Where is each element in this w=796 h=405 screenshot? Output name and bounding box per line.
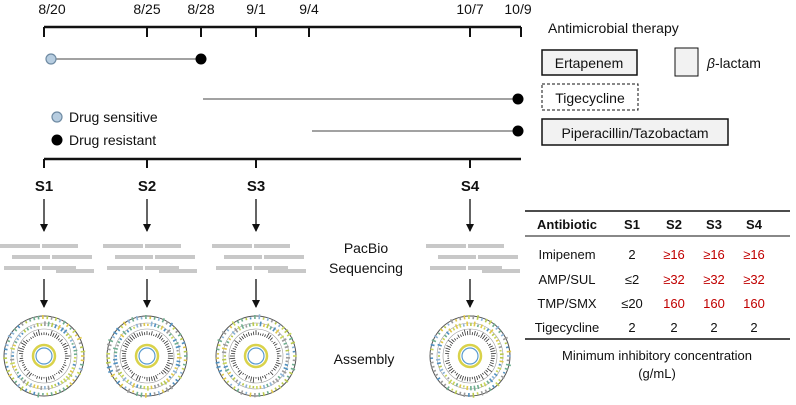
resistant-marker [512, 125, 524, 137]
sequencing-read [155, 255, 195, 259]
sequencing-label: PacBio [344, 240, 389, 256]
sequencing-read [107, 266, 143, 270]
piperacillin-box [541, 118, 729, 146]
table-cell: 2 [628, 320, 635, 335]
table-cell-antibiotic: TMP/SMX [537, 296, 597, 311]
table-header: S3 [706, 217, 722, 232]
sample-ticks [43, 159, 471, 168]
ertapenem-box [541, 49, 638, 76]
therapy-title: Antimicrobial therapy [548, 20, 679, 36]
ertapenem-label: Ertapenem [555, 55, 623, 71]
date-label: 10/9 [504, 1, 531, 17]
arrows-to-assembly [40, 279, 474, 308]
sequencing-read [4, 266, 40, 270]
sequencing-read [56, 269, 94, 273]
table-header: Antibiotic [537, 217, 597, 232]
beta-lactam-legend-label: β-lactam [706, 55, 761, 71]
sequencing-read [103, 244, 143, 248]
circular-genome-plot [429, 314, 512, 398]
sensitive-legend-marker [51, 111, 63, 123]
mic-table: Antibiotic S1 S2 S3 S4 Imipenem 2 ≥16 ≥1… [525, 210, 790, 381]
date-label: 8/25 [133, 1, 160, 17]
resistant-legend-marker [51, 134, 63, 146]
table-cell: 2 [628, 247, 635, 262]
sequencing-read [42, 244, 78, 248]
table-cell-resistant: ≥16 [663, 247, 685, 262]
table-cell-resistant: 160 [663, 296, 685, 311]
sequencing-read [145, 244, 181, 248]
circular-genome-plot [3, 315, 86, 398]
sequencing-read [216, 266, 252, 270]
sequencing-read [145, 266, 179, 270]
table-cell-resistant: ≥32 [663, 272, 685, 287]
arrows-to-reads [40, 199, 474, 232]
genome-assemblies [3, 314, 512, 398]
resistant-marker [195, 53, 207, 65]
sequencing-read [482, 269, 520, 273]
sequencing-read [438, 255, 476, 259]
sequencing-read [254, 244, 290, 248]
sequencing-read [52, 255, 92, 259]
sequencing-read [468, 244, 504, 248]
resistant-legend-label: Drug resistant [69, 132, 156, 148]
sequencing-read [115, 255, 153, 259]
sequencing-read [264, 255, 304, 259]
sensitive-marker [45, 53, 57, 65]
sequencing-read [426, 244, 466, 248]
date-label: 9/1 [246, 1, 266, 17]
tigecycline-box [541, 83, 639, 111]
sequencing-read [159, 269, 197, 273]
sequencing-read [42, 266, 76, 270]
sequencing-read [268, 269, 306, 273]
table-caption: (g/mL) [638, 366, 676, 381]
table-cell-resistant: ≥32 [703, 272, 725, 287]
piperacillin-label: Piperacillin/Tazobactam [561, 125, 708, 141]
sequencing-read [478, 255, 518, 259]
table-cell-resistant: ≥32 [743, 272, 765, 287]
date-label: 10/7 [456, 1, 483, 17]
table-cell-resistant: 160 [703, 296, 725, 311]
beta-lactam-legend-box [674, 47, 699, 77]
resistant-marker [512, 93, 524, 105]
sequencing-read [468, 266, 502, 270]
table-header: S2 [666, 217, 682, 232]
sample-label: S3 [247, 178, 265, 195]
date-label: 8/28 [187, 1, 214, 17]
sequencing-read [12, 255, 50, 259]
sample-label: S4 [461, 178, 480, 195]
table-cell-antibiotic: Imipenem [538, 247, 595, 262]
table-header: S1 [624, 217, 640, 232]
sensitive-legend-label: Drug sensitive [69, 109, 158, 125]
table-header: S4 [746, 217, 763, 232]
table-cell-resistant: ≥16 [703, 247, 725, 262]
table-cell: ≤20 [621, 296, 643, 311]
table-cell-antibiotic: AMP/SUL [538, 272, 595, 287]
sequencing-read [254, 266, 288, 270]
sample-label: S1 [35, 178, 53, 195]
table-cell-resistant: ≥16 [743, 247, 765, 262]
sequencing-label: Sequencing [329, 260, 403, 276]
date-label: 8/20 [38, 1, 65, 17]
circular-genome-plot [105, 314, 188, 398]
sequencing-read [224, 255, 262, 259]
table-cell: 2 [750, 320, 757, 335]
table-cell: 2 [710, 320, 717, 335]
table-cell: 2 [670, 320, 677, 335]
table-cell: ≤2 [625, 272, 639, 287]
sequencing-read [0, 244, 40, 248]
sequencing-reads [0, 244, 520, 273]
tigecycline-label: Tigecycline [555, 90, 625, 106]
sample-label: S2 [138, 178, 156, 195]
sequencing-read [212, 244, 252, 248]
circular-genome-plot [215, 314, 297, 398]
table-caption: Minimum inhibitory concentration [562, 348, 752, 363]
assembly-label: Assembly [334, 351, 395, 367]
timeline-ticks [43, 27, 522, 37]
table-cell-antibiotic: Tigecycline [535, 320, 600, 335]
sequencing-read [430, 266, 466, 270]
date-label: 9/4 [299, 1, 319, 17]
table-cell-resistant: 160 [743, 296, 765, 311]
